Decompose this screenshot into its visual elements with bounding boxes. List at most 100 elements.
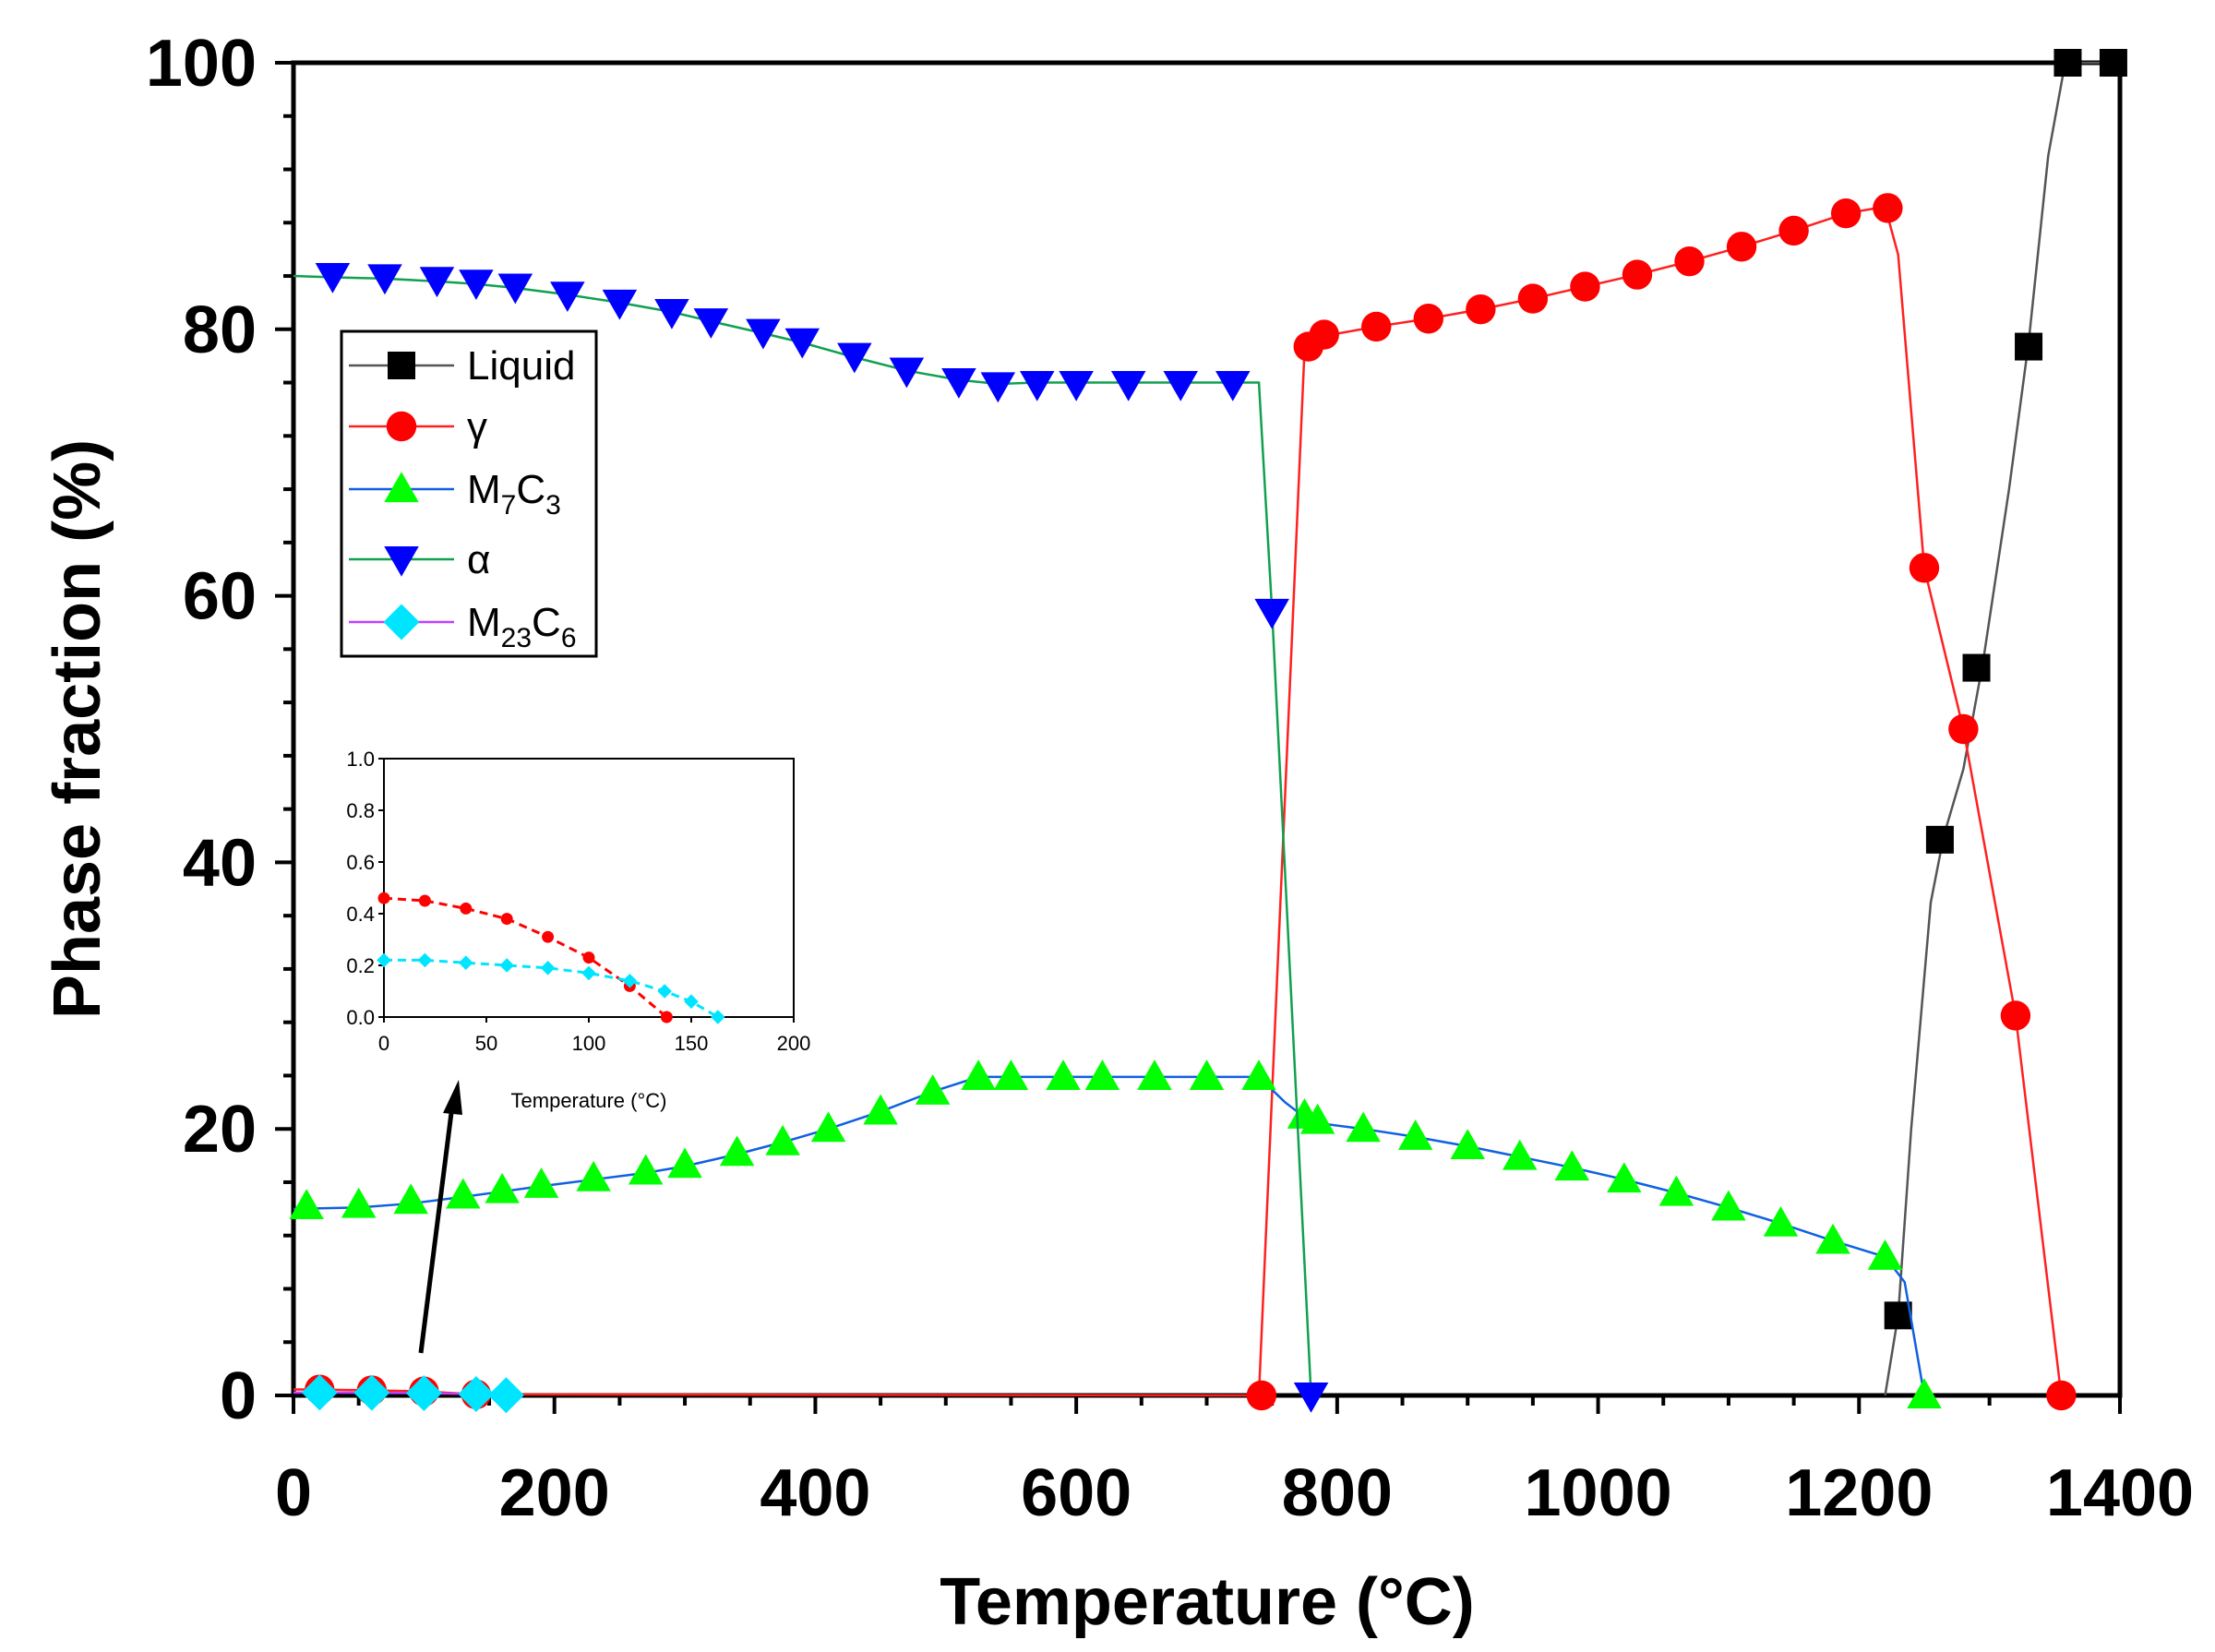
legend-marker [384,472,419,503]
inset-data-point [459,955,473,970]
inset-series-1 [377,952,725,1024]
inset-data-point [460,902,473,915]
inset-arrow [418,1080,462,1354]
data-point [765,1124,800,1155]
data-point [980,372,1016,403]
legend-box [340,329,598,658]
inset-y-tick-label: 0.4 [346,903,375,926]
data-point [1309,319,1339,350]
inset-y-tick-label: 0.0 [346,1006,375,1029]
inset-ticks: 0 50 100 150 200 0.0 0.2 0.4 0.6 0.8 1.0 [346,748,810,1055]
inset-data-point [540,961,556,976]
data-point [1607,1162,1642,1193]
inset-series-line [384,958,719,1019]
y-tick-label: 100 [146,27,257,101]
data-point [1046,1059,1081,1090]
data-point [485,1172,520,1203]
inset-data-point [542,930,555,943]
x-tick-label: 400 [760,1456,870,1530]
data-point [1815,1223,1850,1254]
data-point [1299,1103,1335,1134]
data-point [1293,1382,1329,1413]
axis-ticks [275,61,2122,1414]
data-point [367,264,402,295]
data-point [497,273,533,305]
data-point [1466,293,1496,325]
data-point [1059,370,1094,401]
data-point [602,289,638,320]
data-point [1163,370,1198,401]
data-point [961,1059,996,1090]
data-point [550,281,585,313]
x-tick-label: 1000 [1524,1456,1671,1530]
data-point [863,1094,898,1125]
data-point [2053,49,2082,77]
data-point [1570,271,1600,302]
inset-data-point [622,974,638,988]
plot-frame [291,60,2123,1398]
y-tick-label: 80 [183,293,257,367]
legend-item: M7C3 [349,467,561,521]
data-point [1674,245,1705,277]
legend-item: Liquid [349,343,575,389]
data-point [1948,713,1979,745]
data-point [289,1189,324,1220]
data-point [1778,215,1809,246]
data-point [487,1377,524,1414]
data-point [1907,1378,1942,1409]
data-point [1084,1059,1120,1090]
data-point [1246,1380,1277,1411]
inset-x-tick-label: 150 [675,1032,709,1055]
y-axis-title: Phase fraction (%) [41,439,114,1019]
legend-marker [384,545,419,577]
data-point [1137,1059,1172,1090]
data-point [1867,1239,1903,1270]
data-point [1962,653,1991,682]
inset-y-tick-label: 0.2 [346,954,375,977]
data-point [667,1147,702,1179]
legend: Liquid γ M7C3 α M23C6 [340,329,598,658]
data-point [719,1135,755,1167]
legend-label: M23C6 [467,600,577,653]
inset-data-point [418,894,431,907]
data-point [941,368,976,399]
data-point [1517,283,1549,314]
data-point [1763,1205,1799,1237]
data-point [1873,193,1903,223]
data-point [523,1167,559,1198]
y-tick-label: 0 [220,1359,257,1433]
data-point [1413,304,1444,334]
inset-data-point [684,994,699,1009]
legend-marker [383,604,420,640]
inset-data-point [657,984,672,999]
inset-data-point [711,1010,725,1024]
data-point [1019,370,1055,401]
inset-y-tick-label: 0.8 [346,799,375,822]
series-line [1884,61,2120,1396]
data-point [2015,332,2043,361]
y-tick-label: 60 [183,560,257,634]
data-point [1361,311,1392,342]
data-point [301,1374,338,1411]
data-point [1925,825,1954,854]
x-tick-label: 0 [275,1456,312,1530]
inset-data-point [500,913,513,926]
inset-x-tick-label: 50 [475,1032,497,1055]
inset-y-tick-label: 0.6 [346,851,375,874]
x-tick-label: 600 [1021,1456,1131,1530]
legend-item: M23C6 [349,600,577,653]
inset-x-axis-title: Temperature (°C) [511,1089,667,1112]
data-point [405,1375,442,1412]
data-point [993,1059,1029,1090]
data-point [2099,49,2127,77]
data-point [2000,1000,2031,1031]
inset-x-tick-label: 100 [572,1032,606,1055]
series-0 [1884,49,2127,1396]
data-point [1215,370,1251,401]
data-point [1726,232,1757,262]
inset-data-point [377,952,391,968]
data-point [693,308,729,339]
inset-plot: 0 50 100 150 200 0.0 0.2 0.4 0.6 0.8 1.0 Temperatu… [346,748,810,1112]
data-point [915,1074,951,1105]
